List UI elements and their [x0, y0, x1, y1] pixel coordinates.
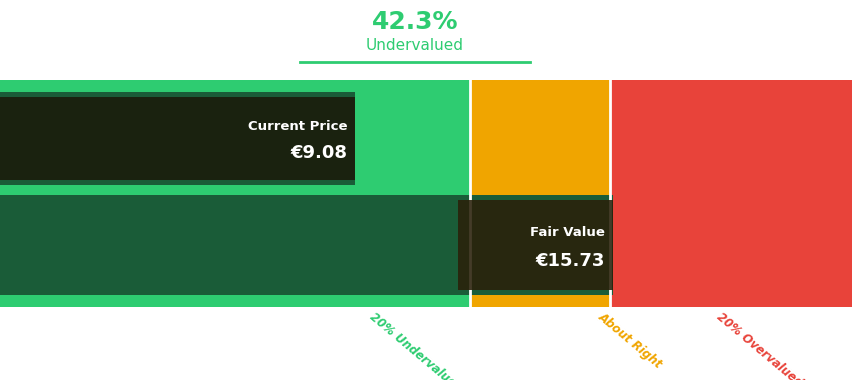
Text: €15.73: €15.73: [535, 252, 604, 270]
Bar: [609, 80, 852, 307]
Bar: [0, 195, 613, 295]
Bar: [0, 80, 469, 307]
Bar: [0, 295, 469, 307]
Text: 20% Overvalued: 20% Overvalued: [714, 310, 804, 380]
Bar: [0, 80, 469, 92]
Text: 20% Undervalued: 20% Undervalued: [367, 310, 464, 380]
Text: 42.3%: 42.3%: [371, 10, 458, 34]
Bar: [0, 97, 354, 180]
Text: Undervalued: Undervalued: [366, 38, 463, 54]
Text: Fair Value: Fair Value: [529, 226, 604, 239]
Bar: [458, 200, 613, 290]
Text: €9.08: €9.08: [290, 144, 347, 162]
Text: About Right: About Right: [595, 310, 664, 371]
Text: Current Price: Current Price: [247, 120, 347, 133]
Bar: [469, 80, 609, 307]
Bar: [0, 92, 354, 185]
